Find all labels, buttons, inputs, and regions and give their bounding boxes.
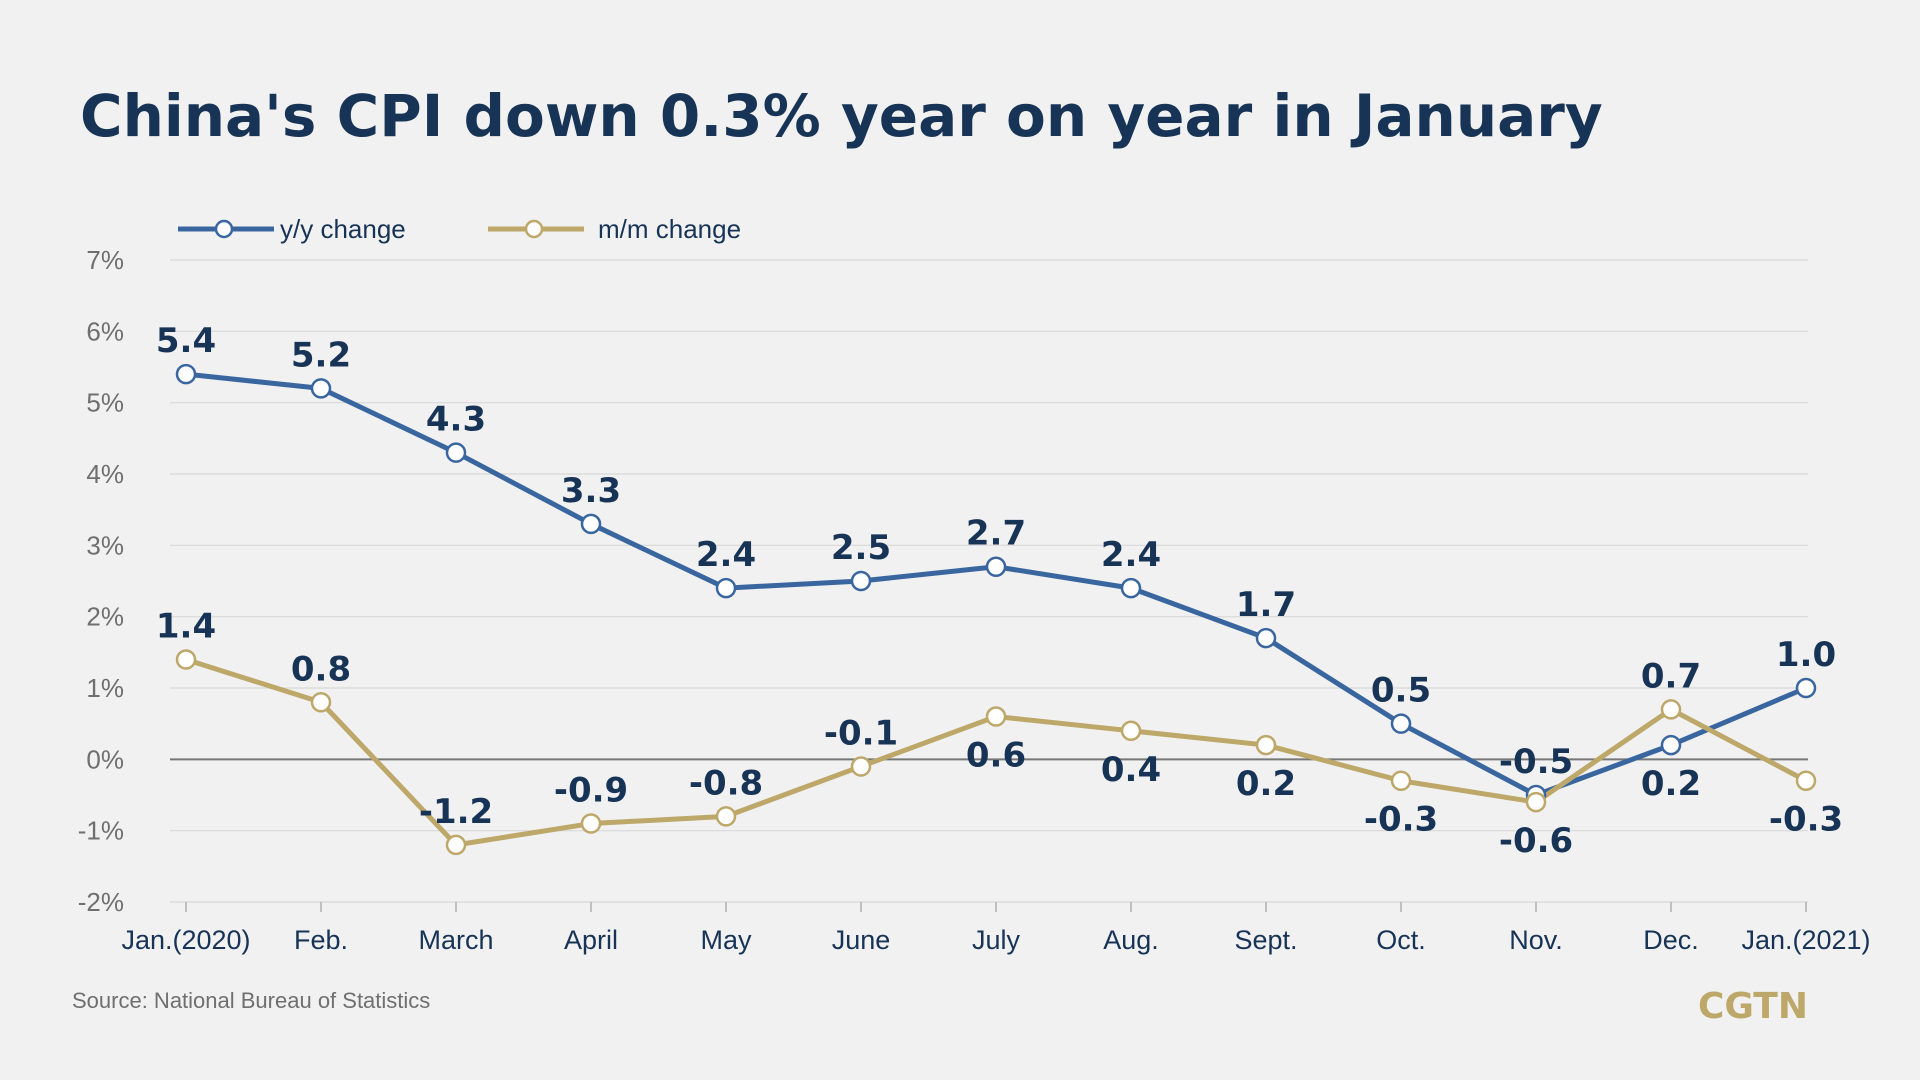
x-tick-label: March xyxy=(418,925,493,955)
data-point-yy xyxy=(1255,627,1277,649)
legend: y/y change m/m change xyxy=(178,214,741,244)
y-tick-label: -2% xyxy=(78,887,124,917)
data-label-yy: 2.4 xyxy=(696,535,756,575)
x-tick-label: Nov. xyxy=(1509,925,1563,955)
data-label-yy: 1.0 xyxy=(1776,635,1836,675)
data-label-mm: 1.4 xyxy=(156,606,216,646)
x-tick-label: Jan.(2021) xyxy=(1741,925,1870,955)
data-label-yy: 1.7 xyxy=(1236,585,1296,625)
x-tick-label: June xyxy=(832,925,891,955)
x-tick-label: July xyxy=(972,925,1021,955)
data-label-yy: -0.5 xyxy=(1499,742,1573,782)
data-label-yy: 0.5 xyxy=(1371,671,1431,711)
x-tick-label: Feb. xyxy=(294,925,348,955)
data-label-mm: -0.8 xyxy=(689,763,763,803)
data-point-mm xyxy=(580,813,602,834)
y-axis-ticks: 7% 6% 5% 4% 3% 2% 1% 0% -1% -2% xyxy=(78,245,124,917)
data-point-yy xyxy=(985,556,1007,577)
x-tick-label: Oct. xyxy=(1376,925,1426,955)
data-label-mm: -1.2 xyxy=(419,792,493,832)
y-tick-label: 6% xyxy=(86,316,124,346)
data-point-yy xyxy=(1390,713,1412,734)
cgtn-logo: CGTN xyxy=(1698,986,1808,1027)
data-labels: 5.4 5.2 4.3 3.3 2.4 2.5 2.7 2.4 1.7 0.5 -0.5 0.2 1.0… xyxy=(156,321,1843,861)
data-point-mm xyxy=(715,806,737,827)
x-axis-ticks: Jan.(2020) Feb. March April May June July Aug. S… xyxy=(121,902,1871,955)
y-tick-label: 7% xyxy=(86,245,124,275)
data-label-yy: 2.4 xyxy=(1101,535,1161,575)
data-point-yy xyxy=(1795,677,1817,699)
data-label-yy: 5.4 xyxy=(156,321,216,361)
data-point-mm xyxy=(1390,770,1412,791)
y-tick-label: 4% xyxy=(86,459,124,489)
data-point-yy xyxy=(715,577,737,599)
source-note: Source: National Bureau of Statistics xyxy=(72,988,430,1013)
legend-swatch-marker xyxy=(524,219,544,239)
data-point-mm xyxy=(1525,791,1547,813)
data-label-mm: -0.9 xyxy=(554,771,628,811)
legend-swatch-marker xyxy=(214,219,234,239)
y-tick-label: 1% xyxy=(86,673,124,703)
y-tick-label: 2% xyxy=(86,602,124,632)
data-point-mm xyxy=(1660,699,1682,720)
x-tick-label: Jan.(2020) xyxy=(121,925,250,955)
data-label-mm: -0.3 xyxy=(1769,800,1843,840)
data-label-mm: -0.3 xyxy=(1364,800,1438,840)
x-tick-label: Dec. xyxy=(1643,925,1699,955)
data-point-mm xyxy=(985,706,1007,727)
y-tick-label: 0% xyxy=(86,744,124,774)
data-label-yy: 2.7 xyxy=(966,514,1026,554)
data-point-yy xyxy=(445,442,467,463)
data-label-mm: 0.6 xyxy=(966,736,1026,776)
data-point-yy xyxy=(310,378,332,399)
y-tick-label: -1% xyxy=(78,816,124,846)
data-point-yy xyxy=(1120,577,1142,599)
data-point-yy xyxy=(175,363,197,385)
data-point-mm xyxy=(175,649,197,670)
data-label-yy: 3.3 xyxy=(561,471,621,511)
data-label-mm: -0.1 xyxy=(824,713,898,753)
data-point-mm xyxy=(1255,734,1277,756)
series-layer xyxy=(175,363,1817,856)
data-point-yy xyxy=(580,513,602,535)
data-label-mm: -0.6 xyxy=(1499,821,1573,861)
data-point-yy xyxy=(1660,734,1682,756)
data-point-mm xyxy=(310,692,332,713)
data-point-mm xyxy=(850,756,872,777)
data-label-mm: 0.7 xyxy=(1641,656,1701,696)
data-point-mm xyxy=(445,834,467,856)
data-label-yy: 5.2 xyxy=(291,335,351,375)
data-point-yy xyxy=(850,570,872,592)
data-label-mm: 0.4 xyxy=(1101,750,1161,790)
data-label-yy: 4.3 xyxy=(426,400,486,440)
x-tick-label: May xyxy=(700,925,752,955)
data-label-yy: 2.5 xyxy=(831,528,891,568)
y-tick-label: 3% xyxy=(86,530,124,560)
data-label-yy: 0.2 xyxy=(1641,764,1701,804)
x-tick-label: Aug. xyxy=(1103,925,1159,955)
chart-title: China's CPI down 0.3% year on year in Ja… xyxy=(80,82,1603,150)
data-label-mm: 0.8 xyxy=(291,649,351,689)
legend-label: y/y change xyxy=(280,214,406,244)
data-point-mm xyxy=(1795,770,1817,791)
data-point-mm xyxy=(1120,720,1142,742)
legend-label: m/m change xyxy=(598,214,741,244)
y-tick-label: 5% xyxy=(86,388,124,418)
data-label-mm: 0.2 xyxy=(1236,764,1296,804)
x-tick-label: April xyxy=(564,925,618,955)
x-tick-label: Sept. xyxy=(1234,925,1297,955)
